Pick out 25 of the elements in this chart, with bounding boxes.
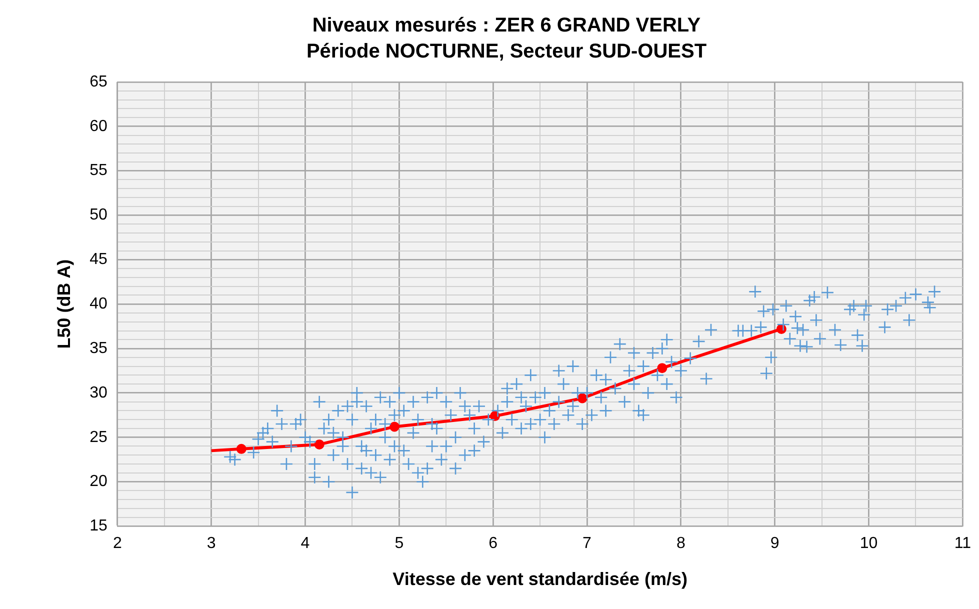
x-tick-label: 6 <box>488 535 498 552</box>
x-tick-label: 2 <box>112 535 122 552</box>
x-tick-label: 7 <box>582 535 592 552</box>
x-tick-label: 3 <box>206 535 216 552</box>
x-tick-label: 9 <box>770 535 780 552</box>
y-tick-label: 25 <box>90 428 108 446</box>
y-tick-label: 45 <box>90 251 108 268</box>
y-tick-label: 50 <box>90 206 108 224</box>
y-tick-label: 30 <box>90 384 108 402</box>
x-tick-label: 8 <box>676 535 686 552</box>
y-tick-label: 40 <box>90 296 108 313</box>
y-tick-label: 65 <box>90 73 108 90</box>
y-tick-label: 60 <box>90 118 108 135</box>
chart-title: Niveaux mesurés : ZER 6 GRAND VERLY <box>312 14 702 37</box>
y-axis-title: L50 (dB A) <box>54 259 74 349</box>
y-tick-label: 15 <box>90 518 108 535</box>
x-tick-label: 11 <box>954 535 972 552</box>
y-tick-label: 20 <box>90 473 108 490</box>
y-tick-label: 35 <box>90 340 108 357</box>
x-tick-label: 5 <box>394 535 404 552</box>
y-tick-label: 55 <box>90 162 108 180</box>
chart-subtitle: Période NOCTURNE, Secteur SUD-OUEST <box>306 40 707 63</box>
x-tick-label: 4 <box>300 535 310 552</box>
x-tick-label: 10 <box>860 535 878 552</box>
x-axis-title: Vitesse de vent standardisée (m/s) <box>392 569 688 590</box>
